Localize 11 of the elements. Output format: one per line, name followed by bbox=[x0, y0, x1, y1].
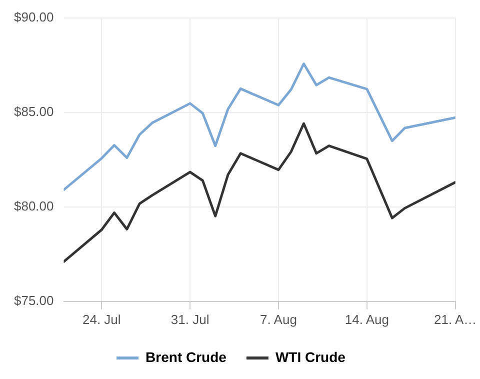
y-tick-label: $90.00 bbox=[14, 9, 54, 24]
x-tick-label: 14. Aug bbox=[344, 312, 389, 327]
x-tick-label: 21. A… bbox=[434, 312, 477, 327]
legend-label: WTI Crude bbox=[275, 348, 346, 365]
x-tick-label: 7. Aug bbox=[260, 312, 297, 327]
y-tick-label: $75.00 bbox=[14, 292, 54, 308]
x-tick-label: 24. Jul bbox=[82, 312, 121, 327]
y-tick-label: $80.00 bbox=[14, 198, 54, 214]
x-tick-label: 31. Jul bbox=[170, 312, 210, 327]
legend-label: Brent Crude bbox=[146, 348, 227, 365]
y-tick-label: $85.00 bbox=[14, 104, 54, 119]
